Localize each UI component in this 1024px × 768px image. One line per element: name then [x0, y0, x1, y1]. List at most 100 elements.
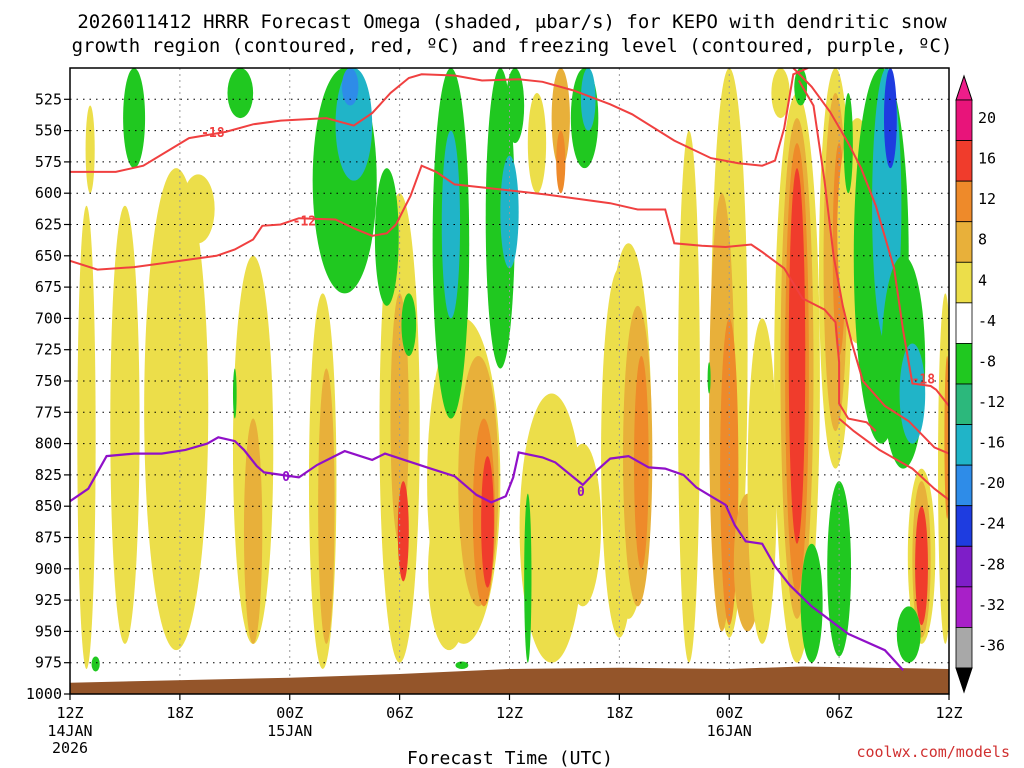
colorbar-label-10: -24: [978, 515, 1005, 533]
omega-cell-57: [485, 68, 515, 369]
x-date-label-0-1: 2026: [52, 739, 88, 757]
omega-cell-60: [524, 493, 532, 663]
omega-cell-65: [800, 543, 823, 663]
colorbar-swatch-11: [955, 545, 973, 588]
y-tick-label-775: 775: [35, 403, 62, 421]
x-tick-label-48: 12Z: [935, 704, 962, 722]
omega-cell-0: [77, 205, 96, 669]
omega-cell-1: [85, 105, 95, 194]
y-tick-label-825: 825: [35, 466, 62, 484]
x-tick-label-42: 06Z: [826, 704, 853, 722]
x-tick-label-6: 18Z: [166, 704, 193, 722]
colorbar-swatch-12: [955, 586, 973, 628]
omega-cell-52: [341, 68, 359, 106]
colorbar-label-5: -4: [978, 312, 996, 330]
omega-cell-46: [944, 355, 949, 519]
omega-cell-63: [707, 362, 711, 394]
colorbar-swatch-4: [955, 261, 973, 304]
y-tick-label-575: 575: [35, 153, 62, 171]
omega-cell-72: [899, 343, 926, 444]
omega-cell-44: [915, 506, 928, 626]
y-tick-label-550: 550: [35, 122, 62, 140]
colorbar-swatch-1: [955, 140, 973, 182]
omega-cell-58: [500, 155, 519, 269]
omega-cell-53: [374, 168, 399, 306]
dgz-contour-2: [792, 68, 949, 407]
y-tick-label-600: 600: [35, 184, 62, 202]
colorbar-swatch-10: [955, 505, 973, 547]
omega-cell-4: [144, 168, 209, 651]
y-tick-label-675: 675: [35, 278, 62, 296]
omega-cell-74: [91, 656, 100, 672]
colorbar-swatch-5: [955, 302, 973, 344]
y-axis-ticks: 525 550 575 600 625 650 675 700 725 750 775 800 825 8…: [26, 90, 70, 703]
omega-cell-36: [788, 168, 806, 544]
terrain-ground: [70, 666, 949, 694]
colorbar-swatch-2: [955, 180, 973, 223]
omega-cell-40: [771, 68, 790, 119]
plot-area: [70, 68, 949, 694]
colorbar-label-12: -32: [978, 596, 1005, 614]
colorbar-label-3: 8: [978, 231, 987, 249]
omega-cell-32: [747, 318, 777, 644]
omega-cell-12: [397, 481, 409, 582]
colorbar-label-1: 16: [978, 150, 996, 168]
omega-cell-56: [441, 130, 461, 319]
omega-cell-22: [564, 443, 602, 607]
y-tick-label-875: 875: [35, 529, 62, 547]
colorbar-label-6: -8: [978, 352, 996, 370]
dgz-contour-label-2: -18: [912, 372, 936, 387]
dgz-contour-4: [838, 417, 949, 501]
omega-cell-54: [401, 293, 417, 356]
omega-cell-7: [243, 418, 263, 644]
y-tick-label-950: 950: [35, 622, 62, 640]
x-date-label-1-0: 15JAN: [267, 722, 312, 740]
dgz-contour-3: [797, 79, 949, 455]
omega-cell-47: [123, 68, 146, 169]
dgz-contour-label-1: -12: [293, 215, 316, 230]
colorbar-swatch-0: [955, 99, 973, 141]
omega-cell-3: [110, 205, 140, 644]
omega-cell-59: [505, 68, 525, 144]
colorbar: 20 16 12 8 4 -4 -8 -12 -16 -20 -24 -28 -32 -36: [955, 74, 1005, 694]
omega-cell-66: [827, 481, 852, 657]
colorbar-swatch-9: [955, 464, 973, 507]
colorbar-label-4: 4: [978, 271, 987, 289]
x-date-label-2-0: 16JAN: [707, 722, 752, 740]
y-tick-label-625: 625: [35, 216, 62, 234]
colorbar-label-7: -12: [978, 393, 1005, 411]
omega-cell-2: [85, 368, 92, 394]
freezing-level-label-0: 0: [282, 470, 290, 485]
colorbar-swatch-8: [955, 424, 973, 466]
y-tick-label-850: 850: [35, 497, 62, 515]
omega-cell-48: [227, 68, 254, 119]
freezing-level-contour: [70, 436, 905, 671]
x-tick-label-12: 00Z: [276, 704, 303, 722]
omega-cell-62: [580, 68, 596, 131]
colorbar-under-arrow: [955, 667, 973, 694]
y-tick-label-525: 525: [35, 90, 62, 108]
colorbar-label-11: -28: [978, 555, 1005, 573]
colorbar-label-13: -36: [978, 636, 1005, 654]
y-tick-label-800: 800: [35, 435, 62, 453]
omega-cell-27: [677, 130, 700, 663]
colorbar-label-2: 12: [978, 190, 996, 208]
y-tick-label-900: 900: [35, 560, 62, 578]
temperature-contours: [70, 68, 949, 671]
x-axis-label: Forecast Time (UTC): [407, 748, 613, 768]
omega-cell-49: [232, 368, 237, 419]
omega-cell-70: [883, 68, 897, 169]
colorbar-swatch-13: [955, 627, 973, 669]
omega-cell-11: [390, 293, 409, 544]
contour-labels: -18 -12 -18 0 0: [201, 126, 935, 500]
chart-title-line1: 2026011412 HRRR Forecast Omega (shaded, …: [77, 11, 947, 33]
omega-cell-9: [318, 368, 335, 644]
omega-cell-21: [519, 393, 584, 663]
freezing-level-label-1: 0: [577, 485, 585, 500]
y-tick-label-700: 700: [35, 309, 62, 327]
chart-title-line2: growth region (contoured, red, ºC) and f…: [72, 35, 953, 57]
omega-cell-17: [481, 456, 494, 588]
y-tick-label-925: 925: [35, 591, 62, 609]
colorbar-label-0: 20: [978, 109, 996, 127]
